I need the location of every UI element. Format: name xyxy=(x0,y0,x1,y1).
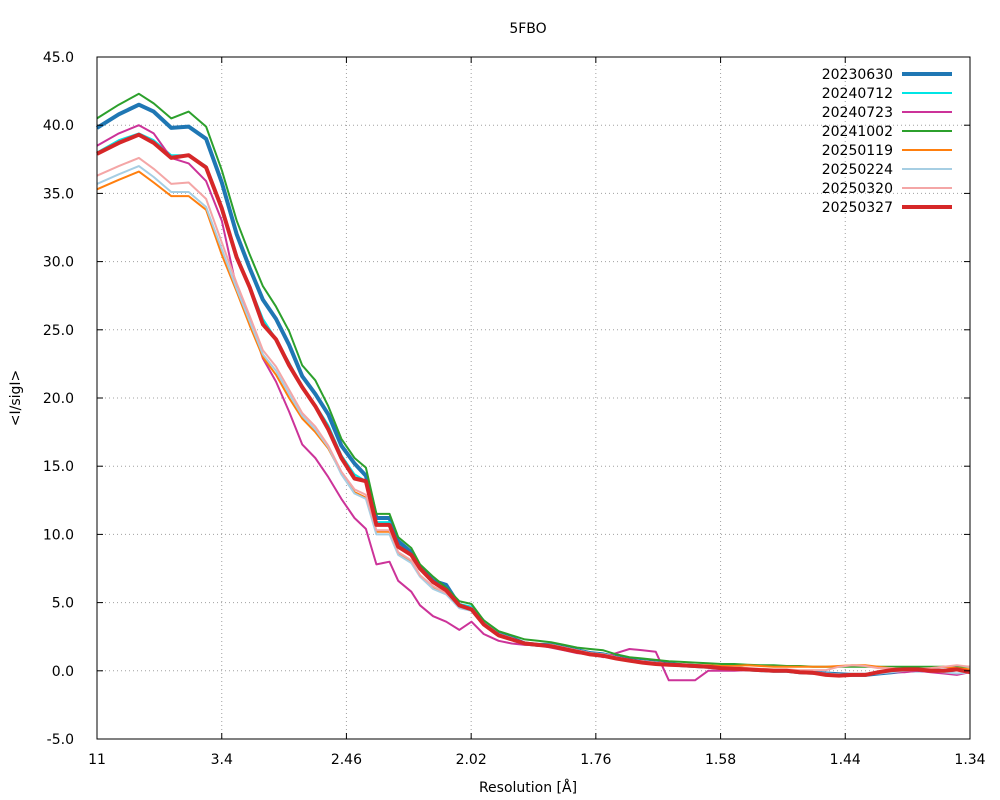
y-tick-label: 15.0 xyxy=(43,459,74,475)
axis-ticks: -5.0 0.0 5.0 10.0 15.0 20.0 25.0 30.0 35.0 40.0 45… xyxy=(43,50,986,768)
x-tick-label: 11 xyxy=(88,752,106,768)
y-tick-label: -5.0 xyxy=(47,732,74,748)
legend-label: 20230630 xyxy=(822,67,893,83)
y-tick-label: 40.0 xyxy=(43,118,74,134)
legend-label: 20240723 xyxy=(822,105,893,121)
series-line-20250224 xyxy=(96,165,971,676)
series-line-20250327 xyxy=(96,132,971,678)
x-tick-label: 1.34 xyxy=(954,752,985,768)
y-tick-label: 5.0 xyxy=(52,596,74,612)
y-tick-label: 20.0 xyxy=(43,391,74,407)
y-tick-label: 45.0 xyxy=(43,50,74,66)
y-tick-label: 35.0 xyxy=(43,186,74,202)
x-tick-label: 3.4 xyxy=(211,752,233,768)
legend-label: 20241002 xyxy=(822,124,893,140)
legend-label: 20250327 xyxy=(822,200,893,216)
legend-label: 20250224 xyxy=(822,162,893,178)
x-tick-label: 1.58 xyxy=(705,752,736,768)
chart-title: 5FBO xyxy=(509,21,546,37)
y-tick-label: 25.0 xyxy=(43,323,74,339)
plot-area xyxy=(95,92,971,682)
x-tick-label: 1.76 xyxy=(580,752,611,768)
gridlines xyxy=(97,57,970,739)
x-axis-label: Resolution [Å] xyxy=(479,779,577,796)
legend-label: 20240712 xyxy=(822,86,893,102)
x-tick-label: 1.44 xyxy=(830,752,861,768)
y-tick-label: 30.0 xyxy=(43,255,74,271)
legend-label: 20250320 xyxy=(822,181,893,197)
y-tick-label: 0.0 xyxy=(52,664,74,680)
legend-label: 20250119 xyxy=(822,143,893,159)
series-line-20241002 xyxy=(96,92,970,668)
y-axis-label: <I/sigI> xyxy=(8,370,24,427)
legend: 20230630 20240712 20240723 20241002 20250119… xyxy=(822,67,952,216)
y-tick-label: 10.0 xyxy=(43,527,74,543)
x-tick-label: 2.46 xyxy=(331,752,362,768)
x-tick-label: 2.02 xyxy=(456,752,487,768)
